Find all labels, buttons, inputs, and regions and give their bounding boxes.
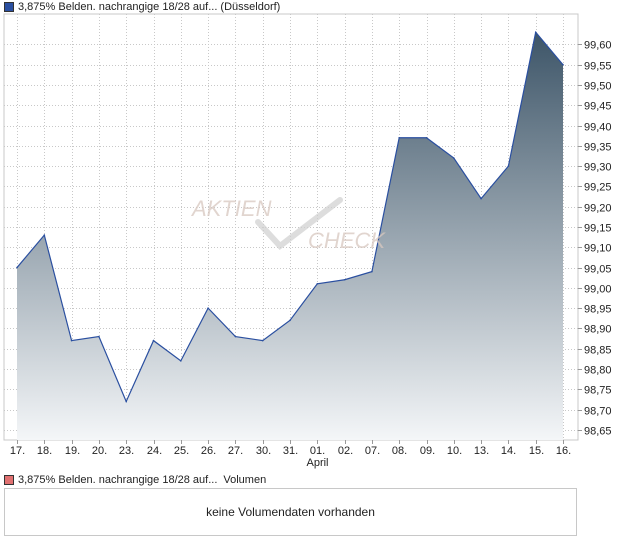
- x-tick-label: 10.: [447, 445, 462, 457]
- price-point: [70, 339, 73, 342]
- price-point: [453, 157, 455, 159]
- price-point: [98, 335, 100, 338]
- x-tick-label: 20.: [92, 445, 107, 457]
- x-tick-label: 09.: [420, 445, 435, 457]
- volume-legend-label: 3,875% Belden. nachrangige 18/28 auf...: [18, 474, 218, 486]
- x-axis: 17. 18. 19. 20. 23. 24. 25. 26. 27. 30. 31. 01.Apri…: [10, 440, 571, 469]
- x-tick-label: 07.: [365, 445, 380, 457]
- y-tick-label: 98,80: [584, 365, 612, 377]
- y-tick-label: 99,10: [584, 243, 612, 255]
- price-line: [16, 30, 564, 403]
- y-tick-label: 98,85: [584, 345, 612, 357]
- y-tick-label: 99,45: [584, 101, 612, 113]
- x-tick-label: 18.: [37, 445, 52, 457]
- price-point: [425, 136, 428, 139]
- price-chart: 98,65 98,70 98,75 98,80 98,85 98,90 98,95 99,00…: [3, 13, 612, 469]
- y-tick-label: 99,05: [584, 264, 612, 276]
- y-tick-label: 98,95: [584, 304, 612, 316]
- y-tick-label: 98,75: [584, 385, 612, 397]
- price-legend: 3,875% Belden. nachrangige 18/28 auf... …: [4, 0, 286, 14]
- y-tick-label: 99,20: [584, 203, 612, 215]
- y-tick-label: 99,55: [584, 61, 612, 73]
- y-tick-label: 99,30: [584, 162, 612, 174]
- price-area-fill: [17, 32, 563, 440]
- price-point: [562, 63, 564, 66]
- price-area: [17, 32, 563, 440]
- x-tick-label: 08.: [392, 445, 407, 457]
- x-month-label: April: [306, 457, 328, 469]
- y-tick-label: 99,40: [584, 122, 612, 134]
- y-axis: 98,65 98,70 98,75 98,80 98,85 98,90 98,95 99,00…: [578, 40, 612, 438]
- price-point: [534, 31, 537, 34]
- price-point: [152, 339, 155, 342]
- price-point: [480, 197, 482, 200]
- price-point: [207, 307, 209, 309]
- volume-legend-swatch: [4, 475, 14, 485]
- price-point: [234, 335, 237, 338]
- price-point: [316, 283, 319, 285]
- price-point: [125, 400, 127, 403]
- volume-empty-message: keine Volumendaten vorhanden: [206, 505, 375, 519]
- x-tick-label: 26.: [201, 445, 216, 457]
- price-point: [343, 278, 346, 281]
- volume-legend-suffix: Volumen: [223, 474, 267, 486]
- x-tick-label: 16.: [556, 445, 571, 457]
- x-tick-label: 01.: [310, 445, 325, 457]
- price-legend-swatch: [4, 2, 14, 12]
- price-point: [398, 136, 401, 139]
- volume-legend: 3,875% Belden. nachrangige 18/28 auf... …: [4, 473, 272, 487]
- volume-panel: keine Volumendaten vorhanden: [4, 488, 577, 536]
- x-tick-label: 14.: [501, 445, 516, 457]
- price-point: [16, 266, 18, 269]
- x-tick-label: 13.: [474, 445, 489, 457]
- x-tick-label: 24.: [147, 445, 162, 457]
- price-point: [43, 234, 46, 236]
- x-tick-label: 02.: [338, 445, 353, 457]
- x-tick-label: 23.: [119, 445, 134, 457]
- y-tick-label: 98,90: [584, 324, 612, 336]
- x-tick-label: 27.: [228, 445, 243, 457]
- x-tick-label: 31.: [283, 445, 298, 457]
- price-point: [289, 319, 291, 322]
- price-point: [180, 360, 182, 362]
- price-legend-label: 3,875% Belden. nachrangige 18/28 auf... …: [18, 1, 281, 13]
- y-tick-label: 99,15: [584, 223, 612, 235]
- x-tick-label: 30.: [256, 445, 271, 457]
- x-tick-label: 19.: [65, 445, 80, 457]
- y-tick-label: 98,65: [584, 426, 612, 438]
- price-point: [261, 339, 264, 342]
- y-tick-label: 98,70: [584, 406, 612, 418]
- x-tick-label: 15.: [529, 445, 544, 457]
- y-tick-label: 99,00: [584, 284, 612, 296]
- y-tick-label: 99,25: [584, 182, 612, 194]
- x-tick-label: 17.: [10, 445, 25, 457]
- price-point: [507, 165, 510, 167]
- x-tick-label: 25.: [174, 445, 189, 457]
- y-tick-label: 99,50: [584, 81, 612, 93]
- y-tick-label: 99,35: [584, 142, 612, 154]
- y-tick-label: 99,60: [584, 40, 612, 52]
- price-point: [371, 270, 373, 273]
